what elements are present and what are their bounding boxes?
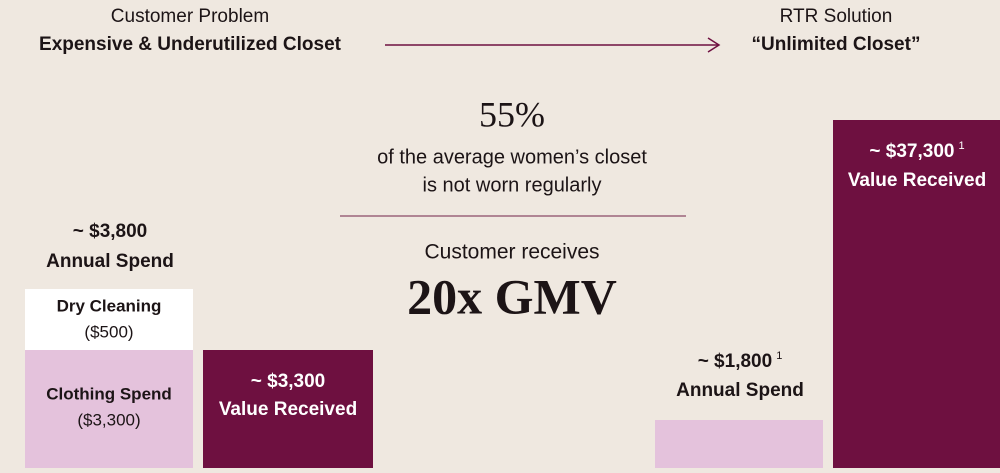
solution-block <box>833 120 1000 468</box>
solution-amount: ~ $37,300 1 <box>869 140 964 162</box>
total-amount: ~ $3,800 <box>73 221 148 242</box>
clothing-block <box>25 350 193 468</box>
solution-title: “Unlimited Closet” <box>752 34 921 55</box>
value-amount: ~ $3,300 <box>251 371 326 392</box>
spend-label: Annual Spend <box>676 380 804 401</box>
value-block <box>203 350 373 468</box>
receives: Customer receives <box>424 241 599 264</box>
total-label: Annual Spend <box>46 251 174 272</box>
footnote: 1 <box>776 350 782 362</box>
dry-cleaning-block <box>25 289 193 350</box>
block-amount: ($3,300) <box>77 410 140 429</box>
block-amount: ($500) <box>84 322 133 341</box>
stat-line: of the average women’s closet <box>377 146 647 168</box>
spend-block <box>655 420 823 468</box>
value-label: Value Received <box>219 399 357 420</box>
problem-title: Expensive & Underutilized Closet <box>39 34 342 55</box>
arrow-head <box>707 37 721 53</box>
spend-amount: ~ $1,800 1 <box>698 350 783 372</box>
problem-label: Customer Problem <box>111 6 269 27</box>
stat: 55% <box>479 94 545 134</box>
amount: ~ $1,800 <box>698 351 773 372</box>
block-label: Dry Cleaning <box>57 296 162 315</box>
stat-line: is not worn regularly <box>423 174 602 196</box>
solution-value-label: Value Received <box>848 170 986 191</box>
footnote: 1 <box>958 140 964 152</box>
block-label: Clothing Spend <box>46 384 172 403</box>
amount: ~ $37,300 <box>869 141 954 162</box>
solution-label: RTR Solution <box>780 6 893 27</box>
multiple: 20x GMV <box>407 268 617 324</box>
